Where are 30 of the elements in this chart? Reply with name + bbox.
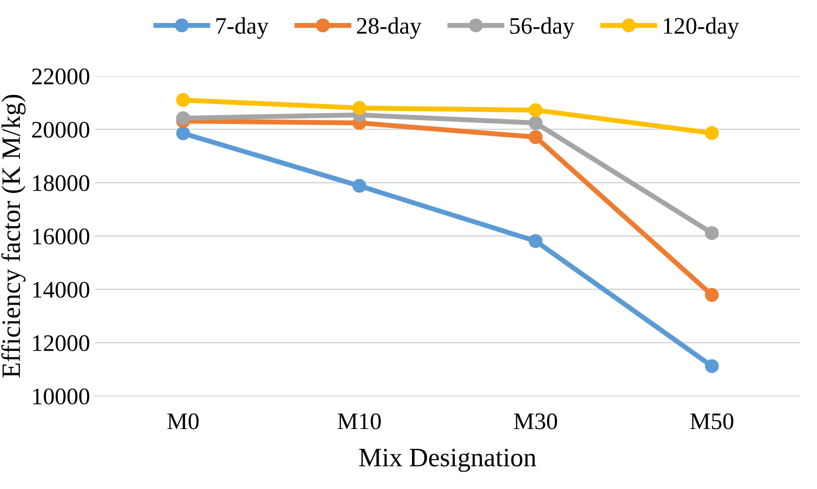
legend-label: 7-day (216, 17, 269, 39)
y-tick-label: 22000 (32, 68, 90, 84)
y-tick-label: 16000 (33, 228, 90, 244)
y-axis-title: Efficiency factor (K M/kg) (1, 94, 26, 378)
point (176, 111, 190, 126)
point (352, 101, 366, 115)
legend-label: 28-day (357, 17, 422, 39)
y-tick-label: 20000 (32, 122, 90, 138)
x-axis-title: Mix Designation (359, 448, 536, 472)
x-tick-label: M0 (167, 413, 199, 430)
point (176, 93, 190, 107)
legend-label: 120-day (664, 17, 740, 39)
y-tick-label: 12000 (33, 335, 90, 352)
point (528, 103, 543, 118)
point (352, 178, 366, 193)
x-tick-label: M10 (338, 413, 381, 430)
point (704, 288, 719, 302)
y-tick-label: 10000 (33, 388, 90, 404)
y-tick-label: 14000 (33, 282, 90, 298)
x-tick-label: M30 (514, 413, 558, 430)
point (176, 126, 190, 140)
x-tick-label: M50 (690, 413, 734, 430)
point (528, 130, 543, 144)
point (704, 126, 719, 140)
point (704, 226, 719, 240)
y-tick-label: 18000 (33, 175, 90, 192)
point (528, 116, 543, 130)
point (528, 234, 543, 248)
legend-label: 56-day (510, 17, 574, 39)
point (704, 359, 719, 374)
